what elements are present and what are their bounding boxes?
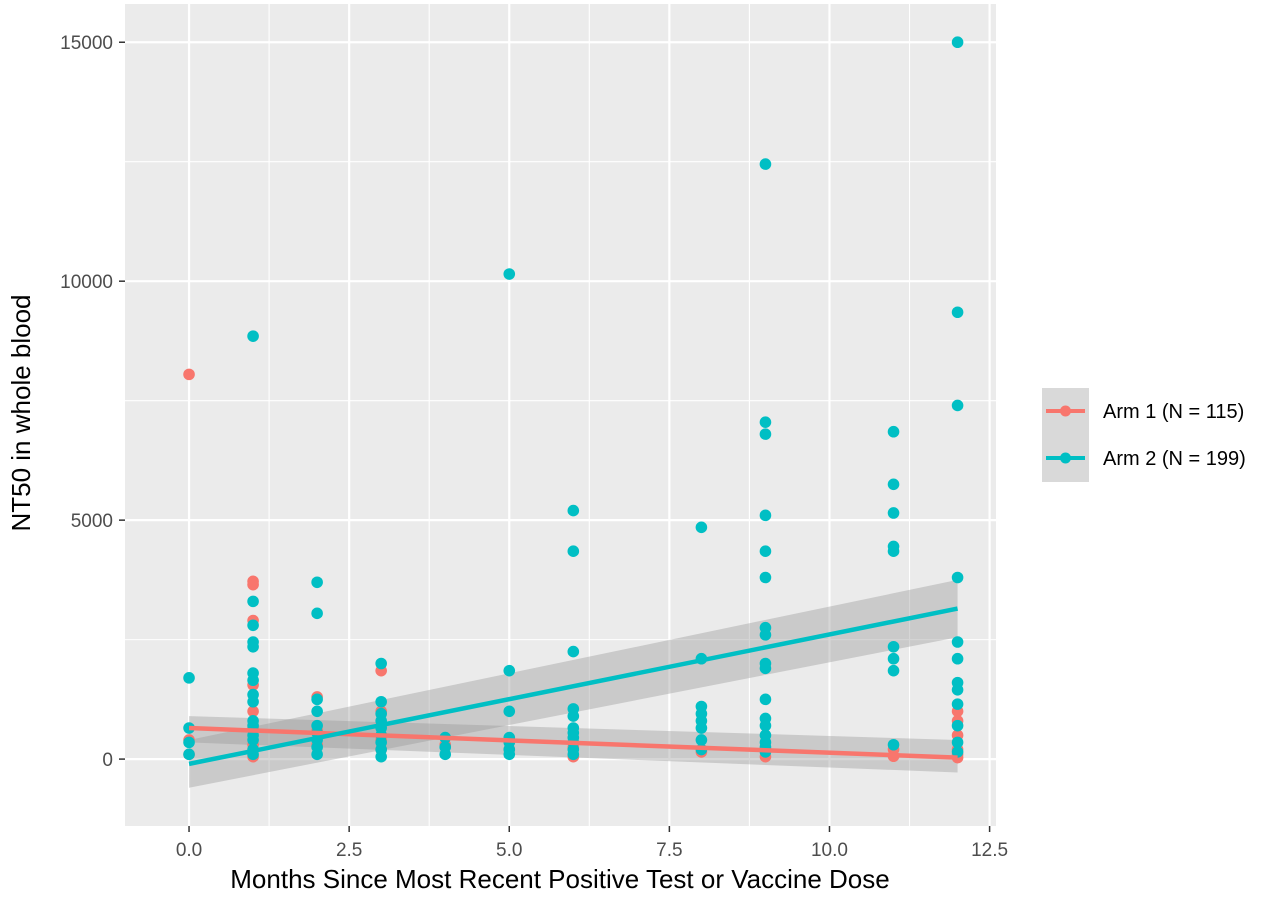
data-point-arm-2 [503,748,516,761]
data-point-arm-2 [183,736,195,749]
data-point-arm-2 [951,306,964,319]
data-point-arm-2 [183,748,195,761]
data-point-arm-2 [247,695,259,708]
data-point-arm-2 [887,425,900,438]
x-tick-label: 12.5 [971,840,1008,861]
fit-line-arm-1 [188,725,958,760]
data-point-arm-1 [183,368,195,381]
data-point-arm-2 [951,736,964,749]
data-point-arm-2 [311,705,323,718]
y-axis-ticks: 0 5000 10000 15000 [60,33,125,771]
x-tick-label: 5.0 [496,840,522,861]
data-point-arm-2 [887,738,900,751]
fit-lines [188,606,959,767]
x-tick-label: 7.5 [656,840,682,861]
data-point-arm-2 [695,722,708,734]
data-point-arm-2 [247,330,259,342]
data-point-arm-2 [951,636,964,648]
data-point-arm-2 [759,693,772,706]
data-point-arm-2 [951,746,964,758]
data-point-arm-2 [311,748,323,761]
data-point-arm-1 [247,578,259,591]
data-point-arm-2 [759,509,772,522]
minor-gridlines [125,4,996,826]
data-point-arm-2 [887,652,900,665]
data-point-arm-2 [439,748,452,761]
data-point-arm-2 [887,545,900,558]
data-point-arm-2 [695,734,708,746]
data-point-arm-2 [567,645,580,658]
legend-label-arm-2: Arm 2 (N = 199) [1103,448,1246,470]
data-point-arm-2 [759,662,772,675]
data-point-arm-2 [375,750,387,763]
data-point-arm-2 [503,664,516,677]
data-point-arm-2 [247,640,259,653]
data-point-arm-2 [951,399,964,412]
data-point-arm-2 [503,268,516,280]
data-point-arm-1 [247,705,259,718]
data-point-arm-2 [951,719,964,732]
data-point-arm-2 [887,507,900,519]
data-point-arm-2 [951,571,964,584]
legend-label-arm-1: Arm 1 (N = 115) [1103,401,1244,423]
y-tick-label: 10000 [60,272,113,293]
data-point-arm-2 [247,674,259,687]
data-point-arm-2 [567,710,580,722]
data-point-arm-2 [759,158,772,170]
data-point-arm-2 [951,652,964,665]
y-tick-label: 15000 [60,33,113,54]
legend-marker-arm-2 [1060,452,1071,464]
y-axis-title: NT50 in whole blood [6,294,36,531]
x-tick-label: 2.5 [336,840,362,861]
data-point-arm-2 [311,693,323,706]
data-point-arm-2 [183,672,195,684]
data-point-arm-2 [567,545,580,558]
data-point-arm-2 [567,748,580,761]
data-point-arm-2 [887,664,900,677]
data-point-arm-2 [759,571,772,584]
data-point-arm-2 [759,719,772,732]
data-point-arm-2 [887,640,900,653]
data-point-arm-2 [759,416,772,428]
data-point-arm-2 [887,478,900,491]
data-point-arm-2 [759,428,772,440]
y-tick-label: 0 [102,750,113,771]
data-point-arm-2 [247,734,259,746]
x-tick-label: 0.0 [176,840,202,861]
data-point-arm-2 [567,504,580,517]
data-point-arm-2 [311,576,323,589]
major-gridlines [125,4,996,826]
x-axis-title: Months Since Most Recent Positive Test o… [230,864,889,894]
data-point-arm-2 [247,595,259,608]
data-point-arm-2 [695,521,708,534]
data-point-arm-2 [951,683,964,696]
data-point-arm-2 [375,657,387,670]
data-point-arm-2 [759,629,772,641]
data-point-arm-2 [951,36,964,49]
legend-marker-arm-1 [1060,405,1071,417]
legend: Arm 1 (N = 115) Arm 2 (N = 199) [1042,388,1246,482]
data-point-arm-2 [247,619,259,632]
y-tick-label: 5000 [71,511,113,532]
data-point-arm-2 [951,698,964,710]
fit-line-arm-2 [188,606,959,767]
data-point-arm-2 [759,545,772,558]
data-point-arm-2 [375,695,387,708]
data-point-arm-2 [503,705,516,718]
data-point-arm-2 [311,607,323,620]
x-axis-ticks: 0.0 2.5 5.0 7.5 10.0 12.5 [176,826,1008,861]
x-tick-label: 10.0 [811,840,848,861]
